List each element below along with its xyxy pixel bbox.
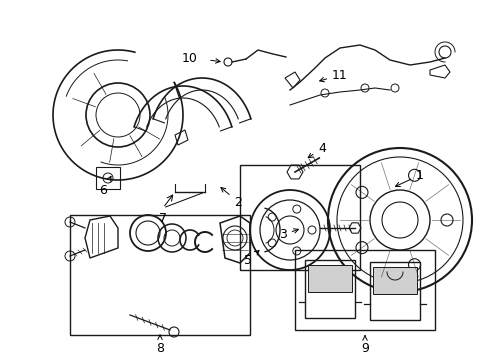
Bar bbox=[240, 165, 359, 270]
Text: 9: 9 bbox=[360, 336, 368, 355]
Bar bbox=[307, 265, 351, 292]
Text: 2: 2 bbox=[221, 188, 242, 208]
Bar bbox=[369, 262, 419, 320]
Text: 5: 5 bbox=[244, 251, 259, 266]
Text: 10: 10 bbox=[182, 51, 198, 64]
Text: 8: 8 bbox=[156, 335, 163, 355]
Text: 6: 6 bbox=[99, 176, 111, 197]
Text: 4: 4 bbox=[307, 141, 325, 158]
Bar bbox=[305, 260, 354, 318]
Text: 3: 3 bbox=[279, 229, 298, 242]
Text: 1: 1 bbox=[395, 168, 423, 186]
Text: 7: 7 bbox=[159, 212, 167, 225]
Bar bbox=[96, 167, 120, 189]
Bar bbox=[294, 250, 434, 330]
Bar bbox=[372, 267, 416, 294]
Text: 11: 11 bbox=[319, 68, 347, 82]
Bar bbox=[70, 215, 249, 335]
